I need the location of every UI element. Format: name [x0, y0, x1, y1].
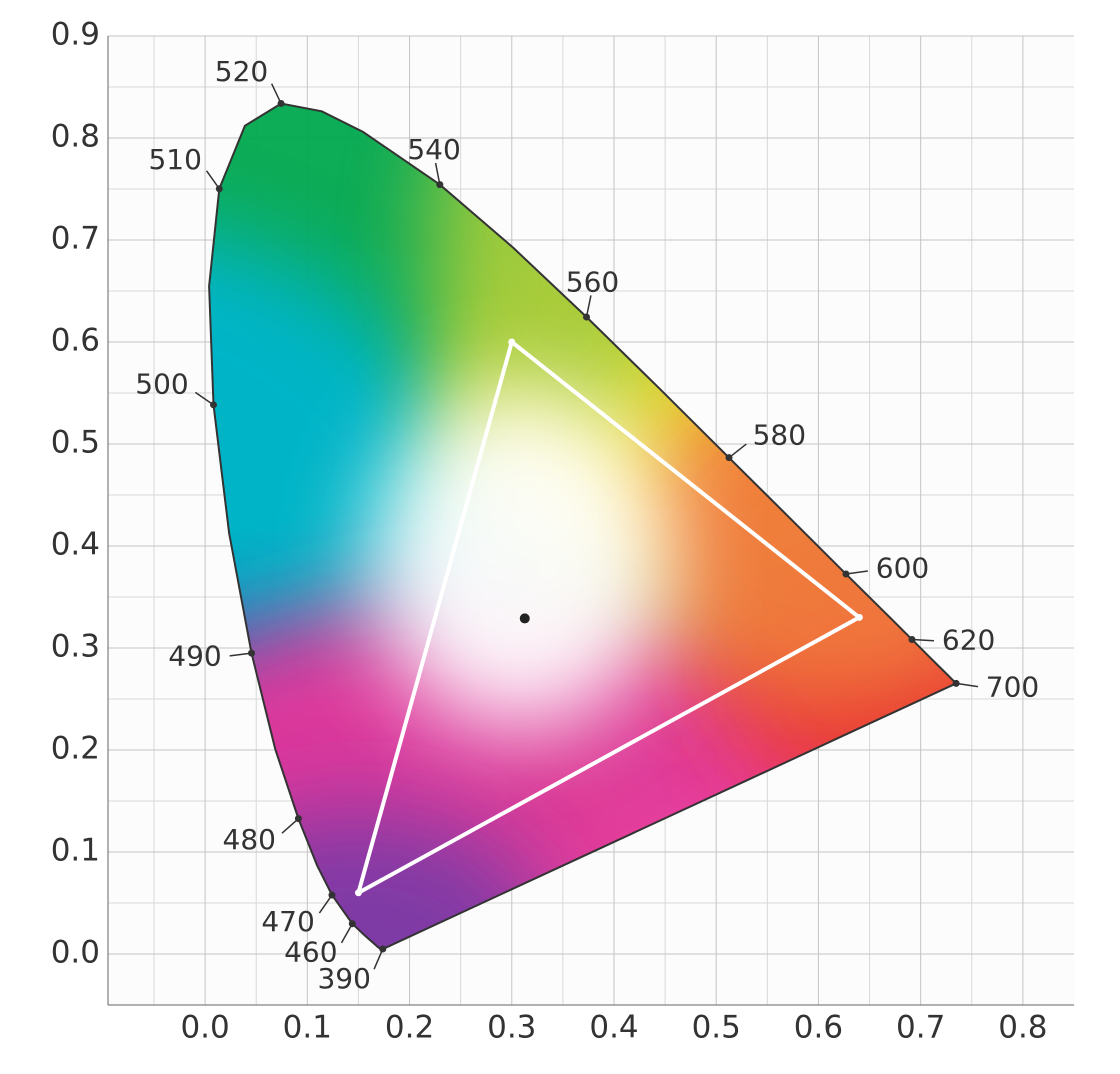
wavelength-point: [215, 185, 223, 193]
wavelength-tick: [434, 162, 441, 185]
wavelength-point: [248, 649, 256, 657]
y-tick-label: 0.5: [51, 425, 100, 461]
wavelength-label: 580: [753, 419, 806, 452]
wavelength-point: [379, 945, 387, 953]
gamut-vertex: [855, 613, 863, 621]
y-tick-label: 0.3: [51, 629, 100, 665]
wavelength-label: 460: [284, 935, 337, 968]
wavelength-label: 390: [317, 962, 370, 995]
wavelength-tick: [585, 295, 592, 318]
x-tick-label: 0.1: [283, 1010, 332, 1046]
x-tick-label: 0.3: [487, 1010, 536, 1046]
y-tick-label: 0.8: [51, 119, 100, 155]
wavelength-label: 480: [223, 823, 276, 856]
y-tick-label: 0.9: [51, 17, 100, 53]
wavelength-label: 540: [407, 133, 460, 166]
x-tick-label: 0.0: [180, 1010, 229, 1046]
wavelength-label: 490: [168, 639, 221, 672]
wavelength-point: [436, 181, 444, 189]
wavelength-tick: [845, 570, 868, 575]
gamut-vertex: [354, 889, 362, 897]
wavelength-point: [294, 815, 302, 823]
x-tick-label: 0.7: [896, 1010, 945, 1046]
wavelength-label: 500: [135, 368, 188, 401]
wavelength-tick: [229, 652, 252, 657]
white-point: [519, 613, 530, 624]
wavelength-point: [209, 401, 217, 409]
wavelength-point: [277, 100, 285, 108]
wavelength-label: 520: [215, 55, 268, 88]
wavelength-label: 560: [566, 266, 619, 299]
wavelength-tick: [281, 818, 299, 834]
wavelength-point: [725, 454, 733, 462]
wavelength-tick: [911, 638, 934, 642]
wavelength-tick: [728, 443, 747, 459]
wavelength-tick: [270, 83, 282, 104]
wavelength-point: [842, 570, 850, 578]
wavelength-point: [328, 891, 336, 899]
wavelength-label: 700: [986, 670, 1039, 703]
wavelength-point: [952, 679, 960, 687]
y-tick-label: 0.4: [51, 527, 100, 563]
y-tick-label: 0.0: [51, 935, 100, 971]
color-blob: [370, 390, 670, 730]
wavelength-tick: [956, 682, 979, 688]
spectral-locus: [208, 102, 958, 951]
y-tick-label: 0.6: [51, 323, 100, 359]
y-tick-label: 0.1: [51, 833, 100, 869]
wavelength-label: 600: [876, 551, 929, 584]
x-tick-label: 0.8: [998, 1010, 1047, 1046]
x-tick-label: 0.4: [589, 1010, 638, 1046]
x-tick-label: 0.6: [794, 1010, 843, 1046]
wavelength-tick: [340, 923, 353, 944]
wavelength-tick: [373, 948, 384, 970]
gamut-triangle: [356, 340, 862, 895]
wavelength-point: [583, 313, 591, 321]
y-tick-label: 0.7: [51, 221, 100, 257]
wavelength-point: [348, 920, 356, 928]
wavelength-label: 620: [942, 623, 995, 656]
wavelength-tick: [318, 894, 333, 914]
wavelength-point: [908, 636, 916, 644]
wavelength-tick: [205, 170, 220, 190]
wavelength-label: 510: [148, 143, 201, 176]
x-tick-label: 0.5: [692, 1010, 741, 1046]
gamut-vertex: [508, 338, 516, 346]
y-tick-label: 0.2: [51, 731, 100, 767]
wavelength-label: 470: [261, 905, 314, 938]
x-tick-label: 0.2: [385, 1010, 434, 1046]
wavelength-tick: [194, 391, 214, 406]
